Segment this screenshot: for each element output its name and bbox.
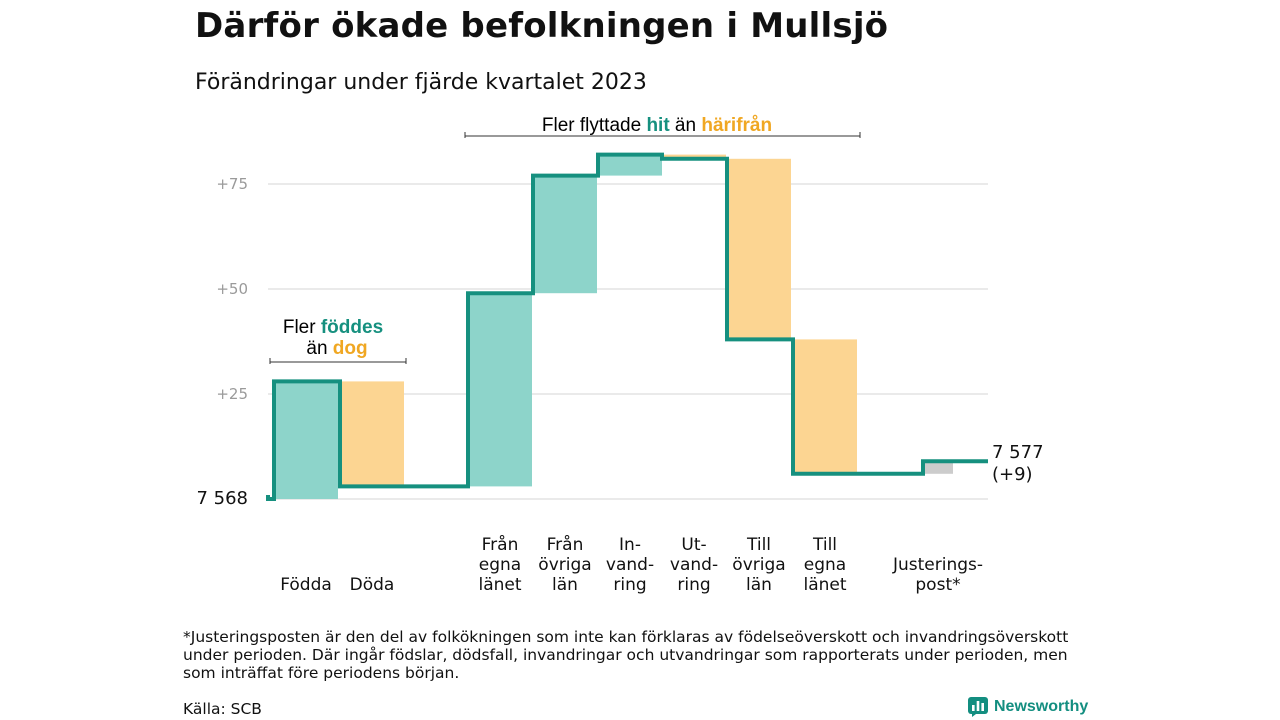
bar-5: [662, 154, 726, 159]
births-annotation-highlight: föddes: [321, 317, 383, 338]
start-value-label: 7 568: [196, 488, 248, 509]
births-annotation-bracket: [269, 358, 407, 364]
end-change-label: (+9): [992, 464, 1033, 485]
y-tick-label: +50: [216, 280, 248, 298]
source-label: Källa: SCB: [183, 700, 262, 718]
bar-8: [923, 461, 953, 474]
newsworthy-logo-icon: [968, 697, 988, 717]
bar-0: [274, 381, 338, 499]
moves-annotation-harifran: härifrån: [701, 115, 772, 136]
chart-title: Därför ökade befolkningen i Mullsjö: [195, 6, 889, 46]
y-tick-label: +75: [216, 175, 248, 193]
bar-2: [468, 293, 532, 487]
bar-4: [598, 154, 662, 176]
newsworthy-logo-text: Newsworthy: [994, 698, 1089, 715]
category-label: Justerings-post*: [892, 555, 983, 595]
deaths-annotation-highlight: dog: [333, 338, 368, 359]
category-labels: Födda Döda Från egna länet Från övriga län In-va…: [280, 534, 983, 595]
bars: [266, 154, 953, 501]
bar-7: [793, 339, 857, 474]
bar-3: [533, 175, 597, 294]
births-annotation-prefix: Fler: [283, 317, 321, 338]
cumulative-step-line: [268, 152, 988, 501]
category-label: Från övriga län: [538, 534, 591, 595]
moves-annotation: Fler flyttade hit än härifrån: [464, 115, 861, 138]
svg-text:än dog: än dog: [306, 338, 367, 359]
category-label: Födda: [280, 575, 332, 595]
svg-text:Fler flyttade hit än härifrån: Fler flyttade hit än härifrån: [542, 115, 772, 136]
category-label: Från egna länet: [478, 534, 521, 595]
category-label: Till övriga län: [732, 535, 785, 595]
deaths-annotation-prefix: än: [306, 338, 332, 359]
category-label: Döda: [350, 575, 395, 595]
moves-annotation-hit: hit: [646, 115, 670, 136]
chart-subtitle: Förändringar under fjärde kvartalet 2023: [195, 70, 647, 95]
moves-annotation-prefix: Fler flyttade: [542, 115, 647, 136]
svg-text:Fler föddes: Fler föddes: [283, 317, 383, 338]
newsworthy-logo: Newsworthy: [968, 697, 1088, 717]
bar-6: [727, 158, 791, 340]
y-tick-label: +25: [216, 385, 248, 403]
moves-annotation-bracket: [464, 132, 861, 138]
births-annotation: Fler föddes än dog: [269, 317, 407, 364]
y-axis-ticks: +25 +50 +75: [216, 175, 248, 403]
category-label: Till egna länet: [803, 535, 846, 595]
waterfall-chart: +25 +50 +75 Födda Döda Från egna länet Från övri…: [196, 115, 1044, 595]
footnote: *Justeringsposten är den del av folkökni…: [183, 628, 1069, 682]
category-label: Ut-vand-ring: [670, 535, 718, 595]
end-value-label: 7 577: [992, 442, 1044, 463]
category-label: In-vand-ring: [606, 535, 654, 595]
moves-annotation-middle: än: [670, 115, 702, 136]
bar-1: [340, 381, 404, 487]
gridlines: [268, 183, 988, 500]
